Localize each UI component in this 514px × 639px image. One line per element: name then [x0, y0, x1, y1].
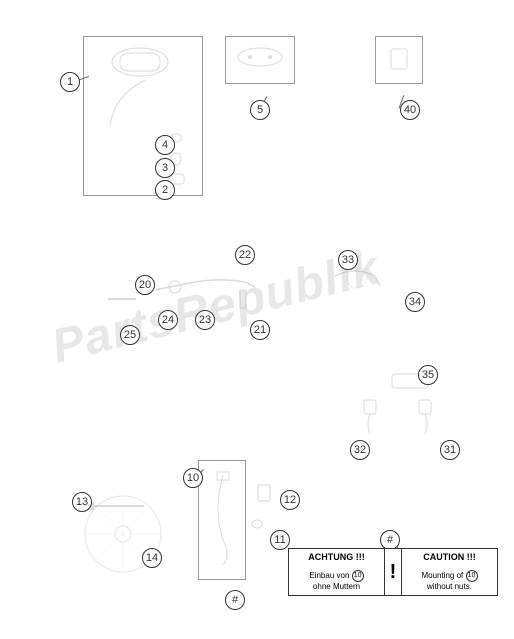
callout-label: 33 — [338, 250, 358, 270]
warning-divider-icon: ! — [384, 549, 402, 595]
callout-4: 4 — [155, 135, 175, 155]
callout-40: 40 — [400, 100, 420, 120]
callout-hash-1: # — [225, 590, 245, 610]
warning-title-en: CAUTION !!! — [407, 552, 492, 562]
callout-label: 5 — [250, 100, 270, 120]
callout-label: 25 — [120, 325, 140, 345]
callout-label: 34 — [405, 292, 425, 312]
sketch-handlebar — [145, 262, 265, 312]
callout-label: 13 — [72, 492, 92, 512]
warning-line2-en: without nuts. — [427, 582, 472, 591]
callout-23: 23 — [195, 310, 215, 330]
callout-14: 14 — [142, 548, 162, 568]
warning-col-de: ACHTUNG !!! Einbau von 10 ohne Muttern — [289, 549, 384, 595]
callout-label: 32 — [350, 440, 370, 460]
warning-col-en: CAUTION !!! Mounting of 10 without nuts. — [402, 549, 497, 595]
callout-label: 21 — [250, 320, 270, 340]
callout-3: 3 — [155, 158, 175, 178]
warning-line1-en: Mounting of — [421, 571, 463, 580]
sketch-connector-40 — [385, 45, 413, 73]
callout-1: 1 — [60, 72, 80, 92]
callout-33: 33 — [338, 250, 358, 270]
sketch-bracket-5 — [235, 45, 285, 70]
callout-hash-2: # — [380, 530, 400, 550]
warning-line2-de: ohne Muttern — [313, 582, 360, 591]
sketch-cable-10 — [205, 470, 241, 570]
sketch-clip-12 — [256, 483, 272, 503]
callout-34: 34 — [405, 292, 425, 312]
callout-label: 12 — [280, 490, 300, 510]
callout-label: 31 — [440, 440, 460, 460]
callout-11: 11 — [270, 530, 290, 550]
sketch-bolt-14 — [88, 500, 148, 512]
callout-label: 11 — [270, 530, 290, 550]
callout-label: 4 — [155, 135, 175, 155]
sketch-sensor-32 — [358, 398, 382, 438]
callout-2: 2 — [155, 180, 175, 200]
callout-32: 32 — [350, 440, 370, 460]
callout-25: 25 — [120, 325, 140, 345]
callout-label: 22 — [235, 245, 255, 265]
callout-31: 31 — [440, 440, 460, 460]
callout-35: 35 — [418, 365, 438, 385]
callout-12: 12 — [280, 490, 300, 510]
warning-text-en: Mounting of 10 without nuts. — [407, 570, 492, 592]
callout-label: 24 — [158, 310, 178, 330]
callout-21: 21 — [250, 320, 270, 340]
callout-10: 10 — [183, 468, 203, 488]
callout-label: 20 — [135, 275, 155, 295]
warning-box: ACHTUNG !!! Einbau von 10 ohne Muttern !… — [288, 548, 498, 596]
callout-24: 24 — [158, 310, 178, 330]
callout-22: 22 — [235, 245, 255, 265]
callout-label: 14 — [142, 548, 162, 568]
callout-label: 35 — [418, 365, 438, 385]
callout-label: 40 — [400, 100, 420, 120]
callout-label: # — [225, 590, 245, 610]
warning-text-de: Einbau von 10 ohne Muttern — [294, 570, 379, 592]
sketch-sensor-31 — [413, 398, 437, 438]
callout-label: 1 — [60, 72, 80, 92]
callout-label: 23 — [195, 310, 215, 330]
callout-label: # — [380, 530, 400, 550]
callout-5: 5 — [250, 100, 270, 120]
callout-label: 10 — [183, 468, 203, 488]
callout-label: 2 — [155, 180, 175, 200]
callout-20: 20 — [135, 275, 155, 295]
sketch-cable-1 — [95, 75, 165, 135]
sketch-clip-11 — [250, 518, 264, 530]
callout-13: 13 — [72, 492, 92, 512]
callout-label: 3 — [155, 158, 175, 178]
warning-line1-de: Einbau von — [309, 571, 349, 580]
sketch-bolt-25 — [108, 295, 138, 303]
ref-circle-icon: 10 — [352, 570, 364, 582]
warning-title-de: ACHTUNG !!! — [294, 552, 379, 562]
ref-circle-icon: 10 — [466, 570, 478, 582]
